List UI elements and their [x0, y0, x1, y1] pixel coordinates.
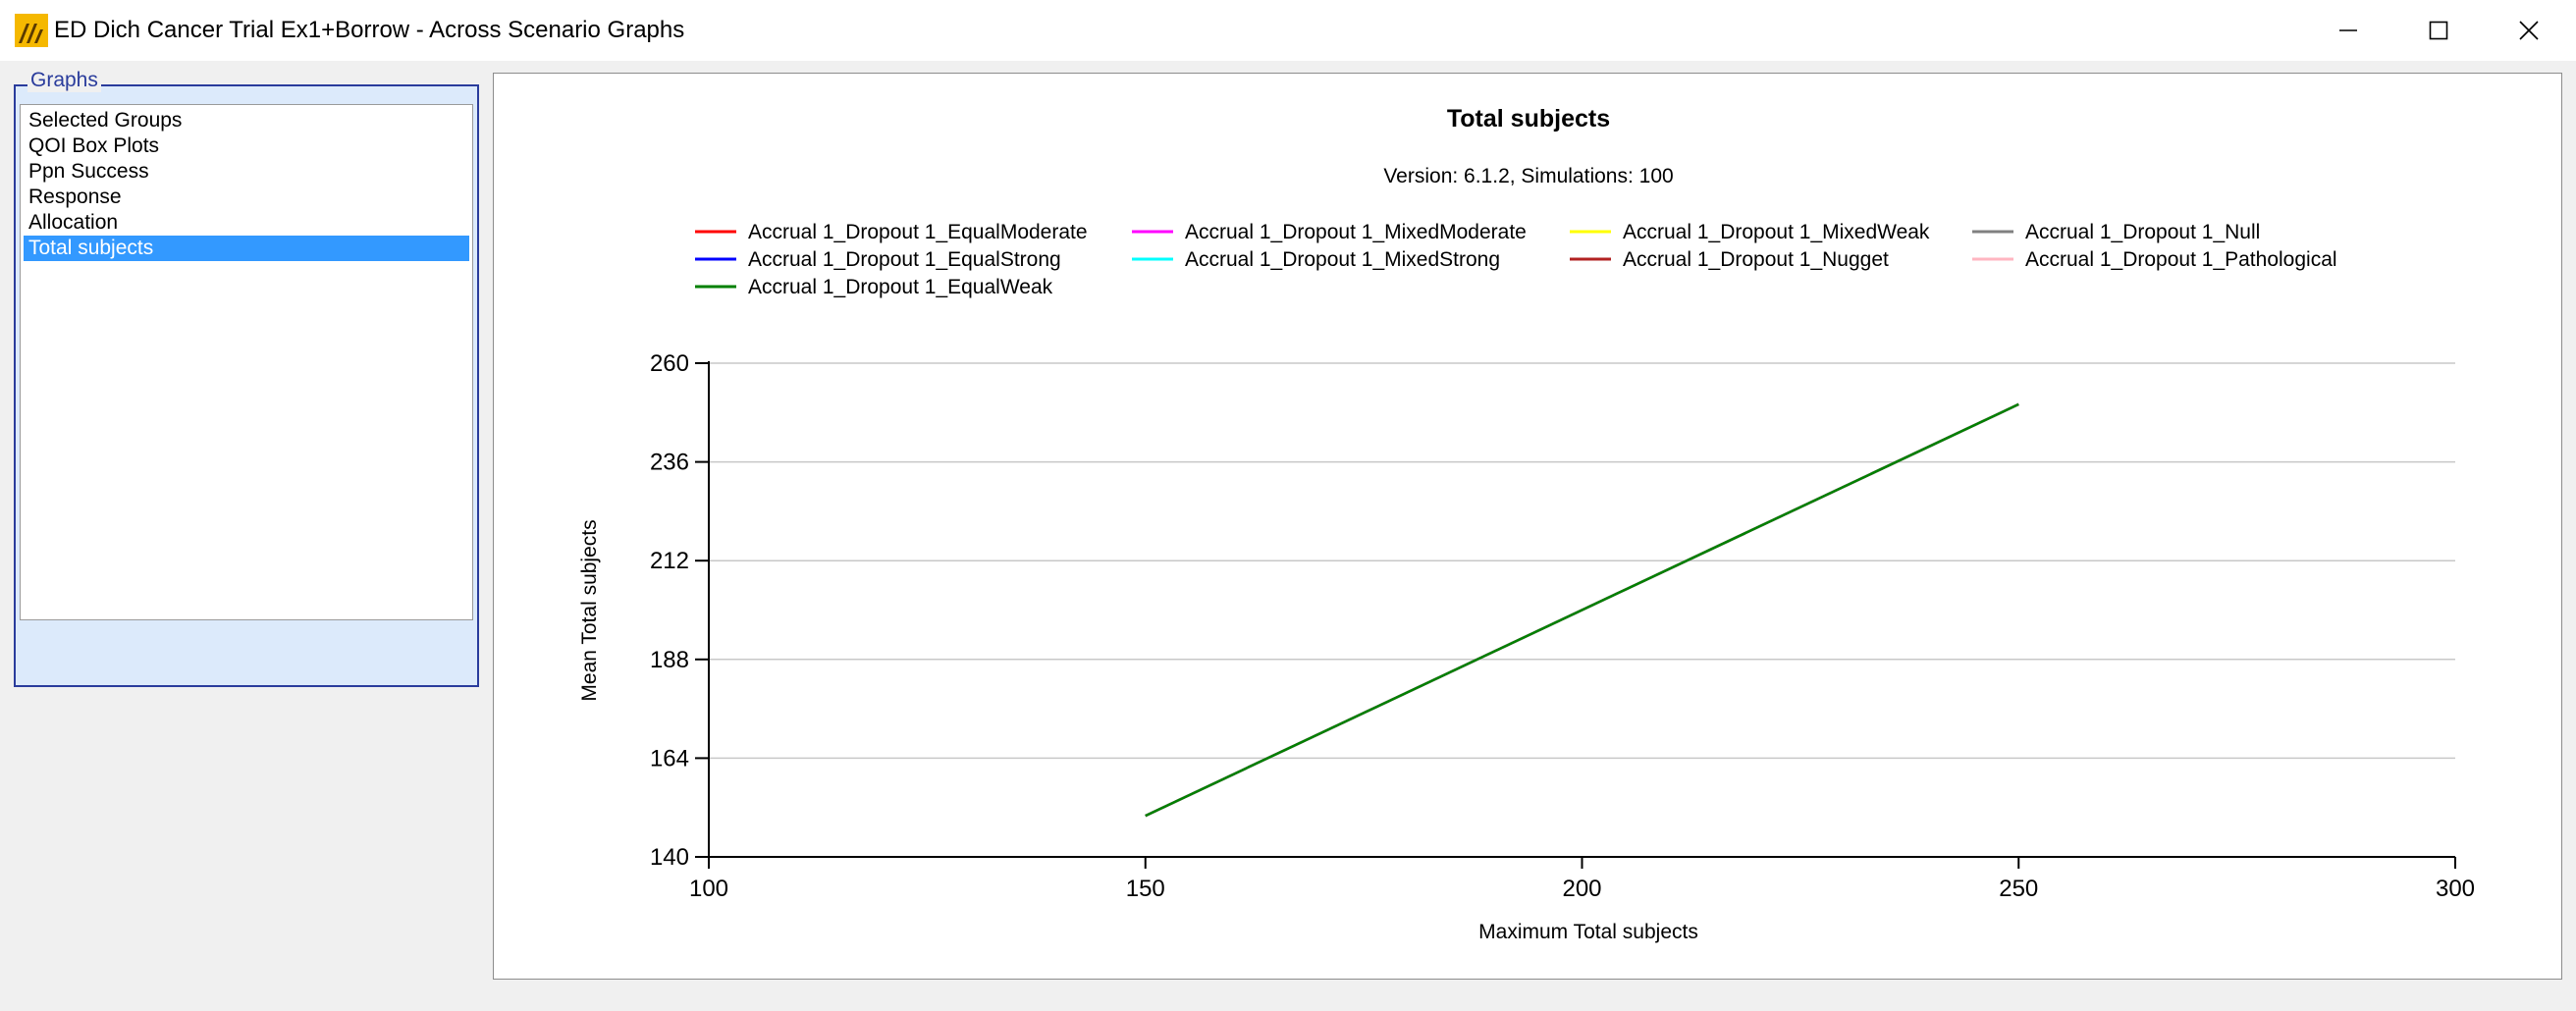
- legend-label: Accrual 1_Dropout 1_EqualStrong: [748, 248, 1061, 271]
- chart-gridlines: [709, 362, 2455, 760]
- x-axis-label: Maximum Total subjects: [1478, 921, 1698, 943]
- legend-label: Accrual 1_Dropout 1_MixedWeak: [1623, 221, 1930, 243]
- graphs-group-label: Graphs: [27, 69, 101, 92]
- legend-label: Accrual 1_Dropout 1_EqualWeak: [748, 276, 1053, 298]
- graph-list-item-response[interactable]: Response: [28, 186, 122, 208]
- legend-label: Accrual 1_Dropout 1_Pathological: [2025, 248, 2337, 271]
- minimize-button[interactable]: [2303, 0, 2393, 61]
- graph-list-item-allocation[interactable]: Allocation: [28, 211, 119, 234]
- maximize-button[interactable]: [2393, 0, 2484, 61]
- title-bar: ED Dich Cancer Trial Ex1+Borrow - Across…: [0, 0, 2576, 61]
- x-tick-label: 250: [1999, 876, 2038, 902]
- legend-label: Accrual 1_Dropout 1_MixedModerate: [1185, 221, 1527, 243]
- y-tick-label: 164: [650, 745, 689, 772]
- graph-list-item-total-subjects[interactable]: Total subjects: [24, 236, 469, 261]
- x-tick-label: 200: [1562, 876, 1601, 902]
- app-logo-icon: [15, 14, 48, 47]
- y-tick-label: 140: [650, 844, 689, 871]
- chart-subtitle: Version: 6.1.2, Simulations: 100: [1383, 165, 1673, 187]
- chart: Total subjects Version: 6.1.2, Simulatio…: [578, 105, 2475, 943]
- chart-legend: Accrual 1_Dropout 1_EqualModerate Accrual…: [695, 221, 2337, 298]
- legend-label: Accrual 1_Dropout 1_EqualModerate: [748, 221, 1088, 243]
- chart-series: [1145, 402, 2019, 818]
- close-button[interactable]: [2484, 0, 2574, 61]
- x-tick-label: 150: [1126, 876, 1165, 902]
- graph-list-item-selected-groups[interactable]: Selected Groups: [28, 109, 183, 132]
- y-axis-label: Mean Total subjects: [578, 519, 601, 701]
- graph-list-item-ppn-success[interactable]: Ppn Success: [28, 160, 149, 183]
- chart-panel: Total subjects Version: 6.1.2, Simulatio…: [493, 73, 2562, 980]
- y-tick-label: 212: [650, 548, 689, 574]
- legend-label: Accrual 1_Dropout 1_Null: [2025, 221, 2260, 243]
- graph-list[interactable]: Selected Groups QOI Box Plots Ppn Succes…: [20, 104, 473, 620]
- y-tick-label: 188: [650, 647, 689, 673]
- window-title: ED Dich Cancer Trial Ex1+Borrow - Across…: [54, 17, 685, 43]
- y-tick-label: 236: [650, 450, 689, 476]
- maximize-icon: [2429, 21, 2448, 40]
- x-tick-label: 100: [689, 876, 728, 902]
- chart-axes: 140 164 188 212 236 260 100 150 200 250 300: [650, 350, 2475, 902]
- legend-label: Accrual 1_Dropout 1_Nugget: [1623, 248, 1889, 271]
- legend-label: Accrual 1_Dropout 1_MixedStrong: [1185, 248, 1500, 271]
- close-icon: [2519, 21, 2539, 40]
- graph-list-item-qoi-box-plots[interactable]: QOI Box Plots: [28, 134, 160, 157]
- chart-title: Total subjects: [1447, 105, 1610, 133]
- y-tick-label: 260: [650, 350, 689, 377]
- minimize-icon: [2339, 29, 2357, 31]
- x-tick-label: 300: [2436, 876, 2475, 902]
- series-line-accrual-1-dropout-1-equalweak: [1145, 402, 2019, 818]
